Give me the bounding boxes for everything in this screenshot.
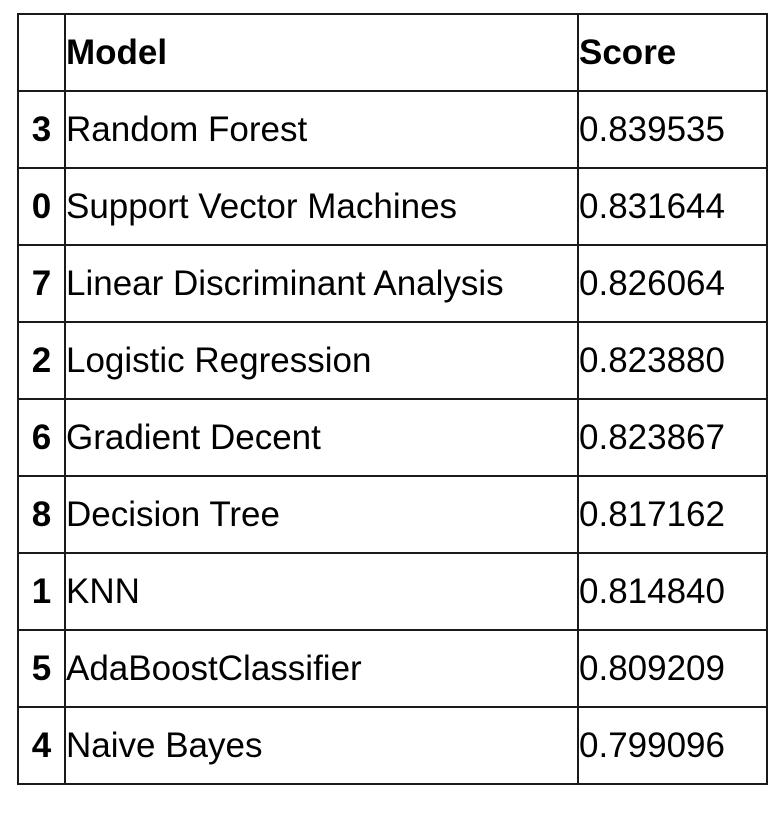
model-name: Linear Discriminant Analysis bbox=[64, 244, 579, 323]
row-index: 1 bbox=[17, 552, 66, 631]
table-row: 8 Decision Tree 0.817162 bbox=[17, 475, 768, 554]
model-score: 0.809209 bbox=[577, 629, 768, 708]
model-name: AdaBoostClassifier bbox=[64, 629, 579, 708]
model-name: Naive Bayes bbox=[64, 706, 579, 785]
row-index: 4 bbox=[17, 706, 66, 785]
row-index: 6 bbox=[17, 398, 66, 477]
model-name: Support Vector Machines bbox=[64, 167, 579, 246]
row-index: 2 bbox=[17, 321, 66, 400]
model-score-table: Model Score 3 Random Forest 0.839535 0 S… bbox=[17, 13, 768, 785]
row-index: 7 bbox=[17, 244, 66, 323]
model-score: 0.839535 bbox=[577, 90, 768, 169]
model-score: 0.799096 bbox=[577, 706, 768, 785]
table-row: 6 Gradient Decent 0.823867 bbox=[17, 398, 768, 477]
model-score: 0.823880 bbox=[577, 321, 768, 400]
row-index: 5 bbox=[17, 629, 66, 708]
table-body: 3 Random Forest 0.839535 0 Support Vecto… bbox=[17, 90, 768, 785]
row-index: 0 bbox=[17, 167, 66, 246]
model-score: 0.823867 bbox=[577, 398, 768, 477]
table-row: 4 Naive Bayes 0.799096 bbox=[17, 706, 768, 785]
model-name: Logistic Regression bbox=[64, 321, 579, 400]
index-header bbox=[17, 13, 66, 92]
score-column-header: Score bbox=[577, 13, 768, 92]
model-name: Random Forest bbox=[64, 90, 579, 169]
table-row: 7 Linear Discriminant Analysis 0.826064 bbox=[17, 244, 768, 323]
model-column-header: Model bbox=[64, 13, 579, 92]
table-row: 1 KNN 0.814840 bbox=[17, 552, 768, 631]
header-row: Model Score bbox=[17, 13, 768, 92]
model-score: 0.817162 bbox=[577, 475, 768, 554]
model-name: Gradient Decent bbox=[64, 398, 579, 477]
model-score: 0.826064 bbox=[577, 244, 768, 323]
table-row: 3 Random Forest 0.839535 bbox=[17, 90, 768, 169]
model-name: KNN bbox=[64, 552, 579, 631]
row-index: 3 bbox=[17, 90, 66, 169]
model-name: Decision Tree bbox=[64, 475, 579, 554]
table-row: 5 AdaBoostClassifier 0.809209 bbox=[17, 629, 768, 708]
model-score: 0.831644 bbox=[577, 167, 768, 246]
table-row: 2 Logistic Regression 0.823880 bbox=[17, 321, 768, 400]
table-row: 0 Support Vector Machines 0.831644 bbox=[17, 167, 768, 246]
table-header: Model Score bbox=[17, 13, 768, 92]
row-index: 8 bbox=[17, 475, 66, 554]
model-score: 0.814840 bbox=[577, 552, 768, 631]
